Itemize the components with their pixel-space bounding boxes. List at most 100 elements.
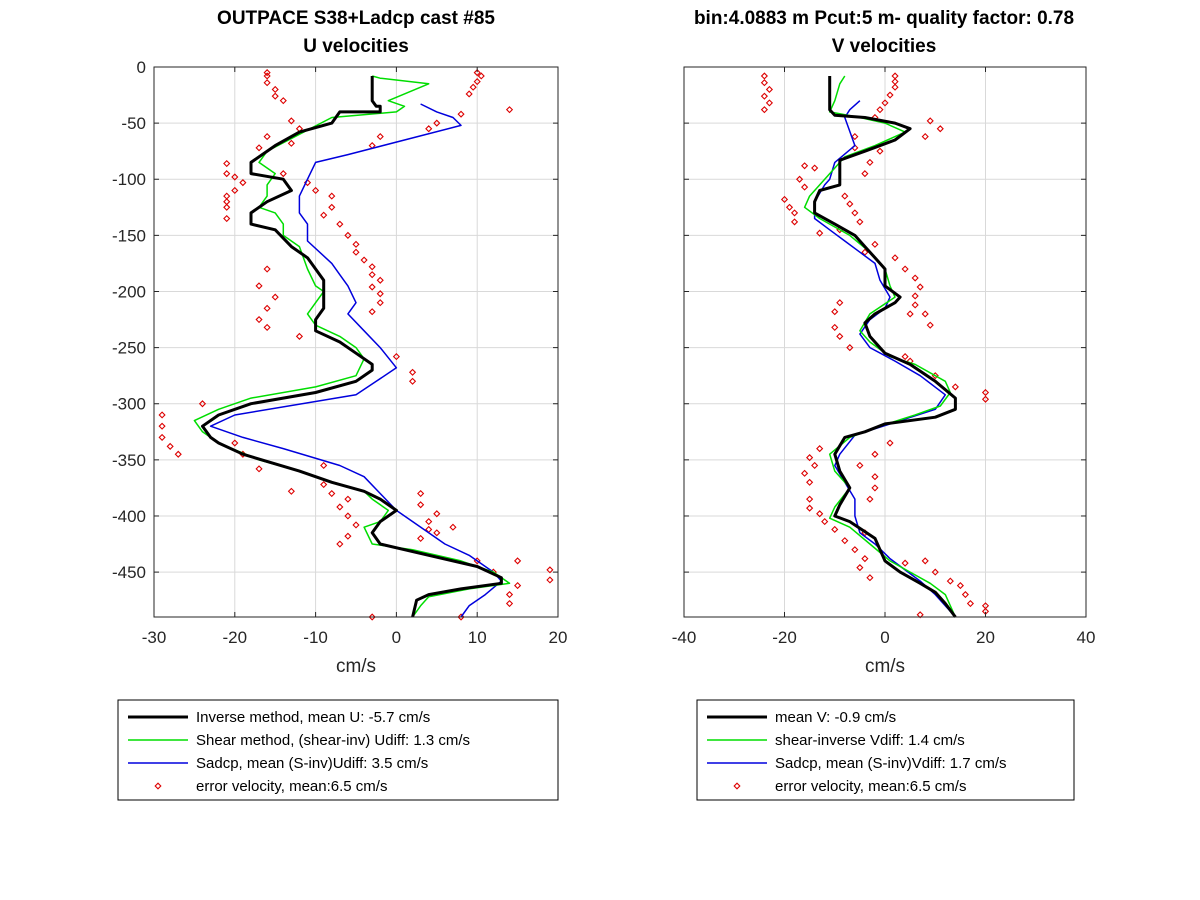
v-x-axis-label: cm/s xyxy=(865,656,905,677)
u-legend-label: Inverse method, mean U: -5.7 cm/s xyxy=(196,709,430,726)
v-data-layer xyxy=(760,72,990,619)
v-shear-profile-line xyxy=(803,75,957,618)
v-error-velocity-point xyxy=(936,125,944,133)
v-error-velocity-point xyxy=(926,321,934,329)
v-error-velocity-point xyxy=(916,611,924,619)
u-legend-box xyxy=(117,699,559,801)
u-error-velocity-point xyxy=(344,495,352,503)
u-error-velocity-point xyxy=(408,377,417,385)
u-error-velocity-point xyxy=(328,203,336,211)
v-x-tick-label: -20 xyxy=(772,628,797,647)
u-axes-box xyxy=(153,66,559,618)
u-x-tick-label: -20 xyxy=(223,628,248,647)
v-error-velocity-point xyxy=(876,147,884,155)
u-y-tick-label: -250 xyxy=(112,339,146,358)
v-error-velocity-point xyxy=(856,218,864,226)
v-grid xyxy=(684,67,1086,617)
u-error-velocity-point xyxy=(477,72,485,80)
v-error-velocity-point xyxy=(846,200,854,208)
v-error-velocity-point xyxy=(916,283,924,291)
u-error-velocity-point xyxy=(239,179,247,187)
u-error-velocity-point xyxy=(287,487,295,495)
v-error-velocity-point xyxy=(765,85,774,94)
v-error-velocity-point xyxy=(871,450,879,458)
u-error-velocity-point xyxy=(376,133,384,141)
u-y-tick-label: -400 xyxy=(112,507,146,526)
u-error-velocity-point xyxy=(352,248,360,256)
v-error-velocity-point xyxy=(801,183,809,191)
u-error-velocity-point xyxy=(368,308,376,316)
v-error-velocity-point xyxy=(816,229,824,237)
u-error-velocity-point xyxy=(465,90,473,98)
u-plot-title: OUTPACE S38+Ladcp cast #85 xyxy=(217,8,495,29)
u-error-velocity-point xyxy=(425,125,433,133)
u-error-velocity-point xyxy=(328,192,336,200)
u-x-tick-label: 0 xyxy=(392,628,401,647)
u-error-velocity-point xyxy=(231,173,239,181)
u-error-velocity-point xyxy=(287,139,295,147)
u-error-velocity-point xyxy=(473,78,481,86)
u-error-velocity-point xyxy=(392,353,400,361)
v-error-velocity-point xyxy=(921,557,929,565)
u-error-velocity-point xyxy=(263,304,271,312)
u-error-velocity-point xyxy=(505,590,514,599)
u-error-velocity-point xyxy=(263,79,271,87)
v-error-velocity-point xyxy=(806,478,814,486)
v-error-velocity-point xyxy=(841,537,849,545)
v-plot-subtitle: V velocities xyxy=(832,36,937,57)
v-error-velocity-point xyxy=(851,546,859,554)
u-error-velocity-point xyxy=(223,159,231,168)
u-error-velocity-point xyxy=(368,283,376,291)
u-error-velocity-point xyxy=(505,106,514,114)
u-y-tick-label: -200 xyxy=(112,282,146,301)
u-error-velocity-point xyxy=(263,323,271,331)
v-error-velocity-point xyxy=(861,170,869,178)
u-error-velocity-point xyxy=(279,170,287,178)
v-error-velocity-point xyxy=(821,518,829,526)
u-error-velocity-point xyxy=(469,83,477,91)
v-error-velocity-point xyxy=(871,484,879,492)
v-error-velocity-point xyxy=(951,383,959,391)
v-error-velocity-point xyxy=(811,164,819,172)
u-error-velocity-point xyxy=(320,461,328,470)
v-error-velocity-point xyxy=(811,461,819,470)
v-error-velocity-point xyxy=(801,469,809,477)
v-error-velocity-point xyxy=(871,240,879,248)
v-error-velocity-point xyxy=(760,72,768,80)
u-sadcp-profile-line xyxy=(209,103,503,618)
u-error-velocity-point xyxy=(368,271,376,279)
u-grid xyxy=(154,67,558,617)
v-velocity-plot: bin:4.0883 m Pcut:5 m- quality factor: 0… xyxy=(672,8,1095,801)
v-legend-items: mean V: -0.9 cm/s shear-inverse Vdiff: 1.… xyxy=(707,709,1006,795)
v-error-velocity-point xyxy=(956,581,964,590)
u-data-layer xyxy=(158,69,554,621)
v-error-velocity-point xyxy=(886,91,894,99)
u-error-velocity-point xyxy=(328,489,336,498)
u-error-velocity-point xyxy=(417,501,425,509)
u-error-velocity-point xyxy=(473,69,481,77)
u-error-velocity-point xyxy=(255,465,263,473)
u-legend-items: Inverse method, mean U: -5.7 cm/s Shear m… xyxy=(128,709,470,795)
u-error-velocity-point xyxy=(158,433,166,441)
u-error-velocity-point xyxy=(271,92,279,100)
u-error-velocity-point xyxy=(336,540,344,548)
v-error-velocity-point xyxy=(946,577,954,585)
u-error-velocity-point xyxy=(376,290,384,298)
v-error-velocity-point xyxy=(851,209,859,217)
v-error-velocity-point xyxy=(921,310,929,318)
u-legend-marker-error xyxy=(154,782,162,790)
v-error-velocity-point xyxy=(911,274,919,282)
v-error-velocity-point xyxy=(901,265,909,273)
u-y-tick-label: 0 xyxy=(137,58,146,77)
u-plot-subtitle: U velocities xyxy=(303,36,409,57)
u-x-axis-label: cm/s xyxy=(336,656,376,677)
u-error-velocity-point xyxy=(255,282,263,290)
u-error-velocity-point xyxy=(255,144,263,152)
v-error-velocity-point xyxy=(891,254,899,262)
u-error-velocity-point xyxy=(223,203,231,211)
v-error-velocity-point xyxy=(881,99,889,107)
u-error-velocity-point xyxy=(457,110,465,118)
u-error-velocity-point xyxy=(158,422,166,430)
u-error-velocity-point xyxy=(312,186,320,195)
